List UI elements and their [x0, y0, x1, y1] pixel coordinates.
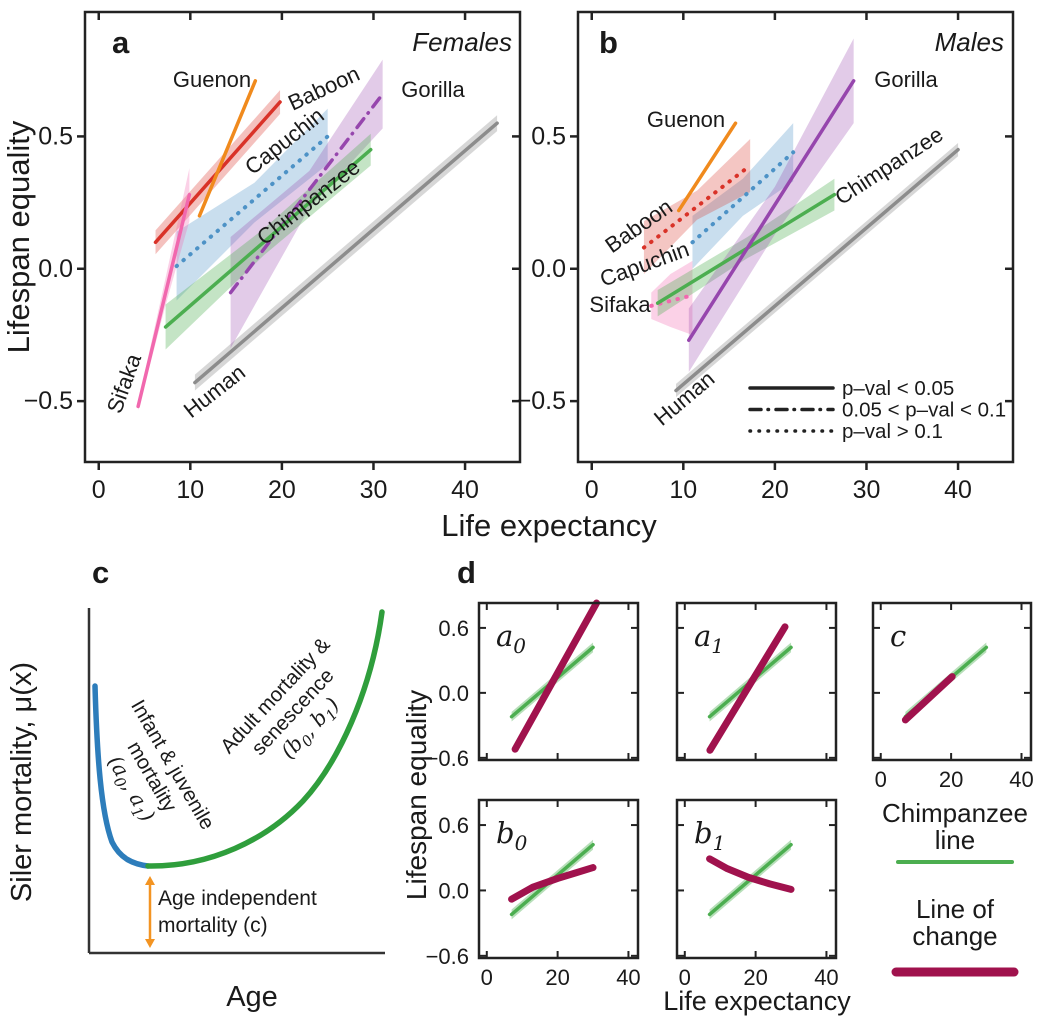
y-tick-label: 0.0	[38, 255, 73, 283]
x-tick-label: 20	[268, 476, 296, 504]
parameter-label-c: c	[890, 619, 906, 653]
adult-senescence-label: Adult mortality &senescence(b0, b1)	[216, 633, 373, 794]
panel-a-title: Females	[412, 27, 512, 57]
plot-frame	[83, 10, 522, 464]
chimpanzee-regression-line	[163, 147, 373, 329]
parameter-label-a0: a0	[496, 619, 526, 658]
parameter-label-b1: b1	[694, 816, 725, 855]
line-of-change-a0	[511, 599, 601, 753]
baboon-confidence-band	[643, 139, 751, 275]
legend-label: p–val > 0.1	[842, 420, 943, 443]
gorilla-label: Gorilla	[401, 77, 465, 102]
mini-y-tick-label: 0.0	[438, 681, 469, 706]
line-of-change-c	[901, 673, 956, 724]
guenon-label: Guenon	[173, 67, 251, 92]
human-label: Human	[649, 366, 719, 431]
age-independent-label: Age independent mortality (c)	[158, 887, 317, 937]
mini-x-tick-label: 40	[616, 965, 640, 990]
plot-frame	[576, 10, 1015, 464]
mini-x-tick-label: 40	[1009, 767, 1033, 792]
mini-y-tick-label: 0.6	[438, 616, 469, 641]
shared-y-axis-label: Lifespan equality	[1, 120, 36, 353]
panel-c-y-axis-label: Siler mortality, μ(x)	[6, 662, 38, 902]
gorilla-label: Gorilla	[874, 67, 938, 92]
x-tick-label: 0	[92, 476, 106, 504]
guenon-label: Guenon	[647, 107, 725, 132]
panel-d-y-axis-label: Lifespan equality	[401, 690, 432, 900]
human-regression-line	[193, 121, 499, 385]
panel-c-siler-schematic: Infant & juvenilemortality(a0, a1)Adult …	[87, 608, 385, 955]
panel-d-small-multiples: 0.6 0.0 −0.6 a0 a1 0 20 40 c 0 20 40 0.6 0.0 −0.6 b0 0 20…	[426, 599, 1034, 990]
capuchin-regression-line	[174, 134, 330, 269]
x-tick-label: 0	[585, 476, 599, 504]
capuchin-confidence-band	[176, 108, 328, 301]
x-tick-label: 10	[669, 476, 697, 504]
panel-c-letter: c	[92, 555, 109, 590]
infant-juvenile-mortality-curve	[92, 683, 151, 869]
mini-y-tick-label: −0.6	[426, 746, 469, 771]
parameter-label-b0: b0	[496, 816, 528, 855]
y-tick-label: 0.5	[38, 122, 73, 150]
shared-x-axis-label: Life expectancy	[441, 508, 657, 543]
line-of-change-b0	[508, 864, 597, 903]
x-tick-label: 30	[853, 476, 881, 504]
mini-x-tick-label: 0	[679, 965, 691, 990]
y-tick-label: 0.0	[531, 255, 566, 283]
y-tick-label: −0.5	[517, 387, 566, 415]
line-of-change-b1	[706, 855, 795, 893]
mini-y-tick-label: 0.0	[438, 878, 469, 903]
panel-b-letter: b	[599, 25, 618, 60]
gorilla-regression-line	[228, 92, 385, 295]
legend-label: p–val < 0.05	[842, 377, 954, 400]
panel-d-x-axis-label: Life expectancy	[663, 986, 851, 1016]
line-of-change-legend-label: Line of change	[912, 894, 997, 951]
y-tick-label: 0.5	[531, 122, 566, 150]
legend-label: 0.05 < p–val < 0.1	[842, 399, 1006, 422]
y-tick-label: −0.5	[24, 387, 73, 415]
line-of-change-a1	[706, 623, 789, 754]
parameter-label-a1: a1	[694, 619, 724, 658]
human-regression-line	[674, 147, 960, 393]
mini-x-tick-label: 40	[814, 965, 838, 990]
sifaka-label: Sifaka	[589, 292, 651, 317]
gorilla-confidence-band	[688, 38, 854, 373]
x-tick-label: 40	[451, 476, 479, 504]
sifaka-regression-line	[136, 192, 192, 409]
panel-b-males-plot: 0 10 20 30 400.50.0−0.5 HumanSifakaCapuchinBa…	[517, 10, 1015, 504]
x-tick-label: 30	[360, 476, 388, 504]
x-tick-label: 20	[761, 476, 789, 504]
guenon-regression-line	[197, 79, 258, 218]
panel-c-x-axis-label: Age	[226, 981, 278, 1013]
mini-y-tick-label: 0.6	[438, 813, 469, 838]
mini-y-tick-label: −0.6	[426, 944, 469, 969]
panel-d-letter: d	[457, 555, 476, 590]
mini-x-tick-label: 20	[743, 965, 767, 990]
x-tick-label: 40	[944, 476, 972, 504]
x-tick-label: 10	[176, 476, 204, 504]
panel-b-title: Males	[935, 27, 1004, 57]
gorilla-regression-line	[687, 79, 856, 342]
arrow-head-up	[145, 876, 155, 885]
mini-x-tick-label: 20	[939, 767, 963, 792]
adult-mortality-senescence-curve	[145, 609, 385, 869]
panel-a-females-plot: 0 10 20 30 400.50.0−0.5 HumanCapuchinGorillaC…	[24, 10, 522, 504]
arrow-head-down	[145, 939, 155, 948]
sifaka-confidence-band	[651, 260, 693, 335]
mini-x-tick-label: 20	[545, 965, 569, 990]
capuchin-confidence-band	[692, 123, 794, 269]
mini-x-tick-label: 0	[481, 965, 493, 990]
chimpanzee-line-legend-label: Chimpanzee line	[882, 798, 1028, 855]
mini-x-tick-label: 0	[875, 767, 887, 792]
chimpanzee-label: Chimpanzee	[830, 122, 947, 210]
guenon-regression-line	[676, 121, 738, 213]
panel-a-letter: a	[112, 25, 130, 60]
